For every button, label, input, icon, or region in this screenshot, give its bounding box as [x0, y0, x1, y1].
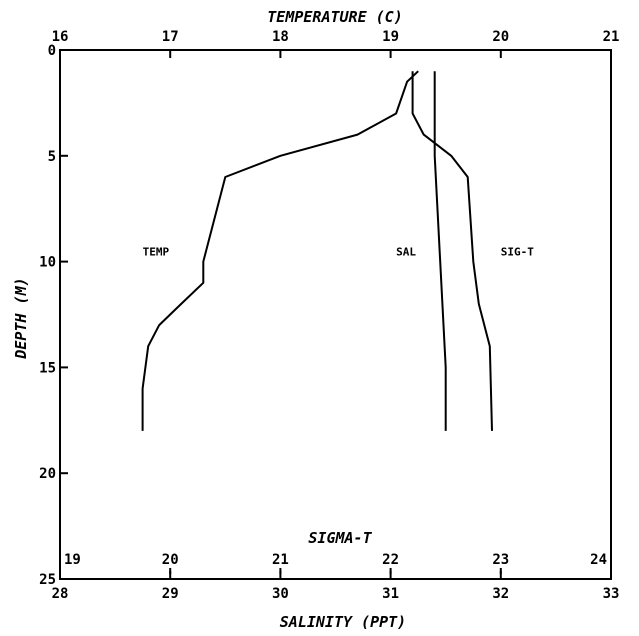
series-line-sig-t: [411, 71, 493, 431]
inner-tick-label: 22: [382, 552, 399, 568]
series-label-sal: SAL: [396, 245, 416, 258]
series-group: [141, 70, 493, 431]
bottom-tick-label: 32: [492, 586, 509, 602]
left-axis-ticks: 0 5 10 15 20 25: [39, 43, 68, 588]
depth-tick-label: 5: [48, 149, 56, 165]
bottom-tick-label: 33: [603, 586, 620, 602]
top-tick-label: 17: [162, 29, 179, 45]
top-tick-label: 16: [52, 29, 69, 45]
plot-frame: [59, 49, 612, 580]
top-tick-label: 20: [492, 29, 509, 45]
series-labels: TEMP SAL SIG-T: [143, 245, 535, 258]
bottom-tick-label: 29: [162, 586, 179, 602]
y-axis-title: DEPTH (M): [12, 277, 30, 359]
inner-tick-label: 21: [272, 552, 289, 568]
series-label-sig-t: SIG-T: [501, 245, 534, 258]
top-tick-label: 18: [272, 29, 289, 45]
top-axis-ticks: 16 17 18 19 20 21: [52, 29, 620, 58]
depth-tick-label: 25: [39, 572, 56, 588]
inner-tick-label: 23: [492, 552, 509, 568]
depth-tick-label: 0: [48, 43, 56, 59]
depth-tick-label: 10: [39, 255, 56, 271]
bottom-axis-title: SALINITY (PPT): [280, 613, 406, 631]
inner-axis-ticks: 19 20 21 22 23 24: [64, 552, 607, 574]
top-tick-label: 19: [382, 29, 399, 45]
depth-tick-label: 20: [39, 466, 56, 482]
series-line-temp: [141, 70, 419, 431]
top-tick-label: 21: [603, 29, 620, 45]
bottom-axis-ticks: 28 29 30 31 32 33: [52, 571, 620, 602]
inner-tick-label: 24: [590, 552, 607, 568]
inner-tick-label: 19: [64, 552, 81, 568]
bottom-tick-label: 31: [382, 586, 399, 602]
depth-tick-label: 15: [39, 360, 56, 376]
top-axis-title: TEMPERATURE (C): [267, 8, 402, 26]
bottom-tick-label: 28: [52, 586, 69, 602]
series-line-sal: [433, 71, 447, 431]
inner-axis-title: SIGMA-T: [308, 529, 372, 547]
series-label-temp: TEMP: [143, 245, 170, 258]
inner-tick-label: 20: [162, 552, 179, 568]
bottom-tick-label: 30: [272, 586, 289, 602]
